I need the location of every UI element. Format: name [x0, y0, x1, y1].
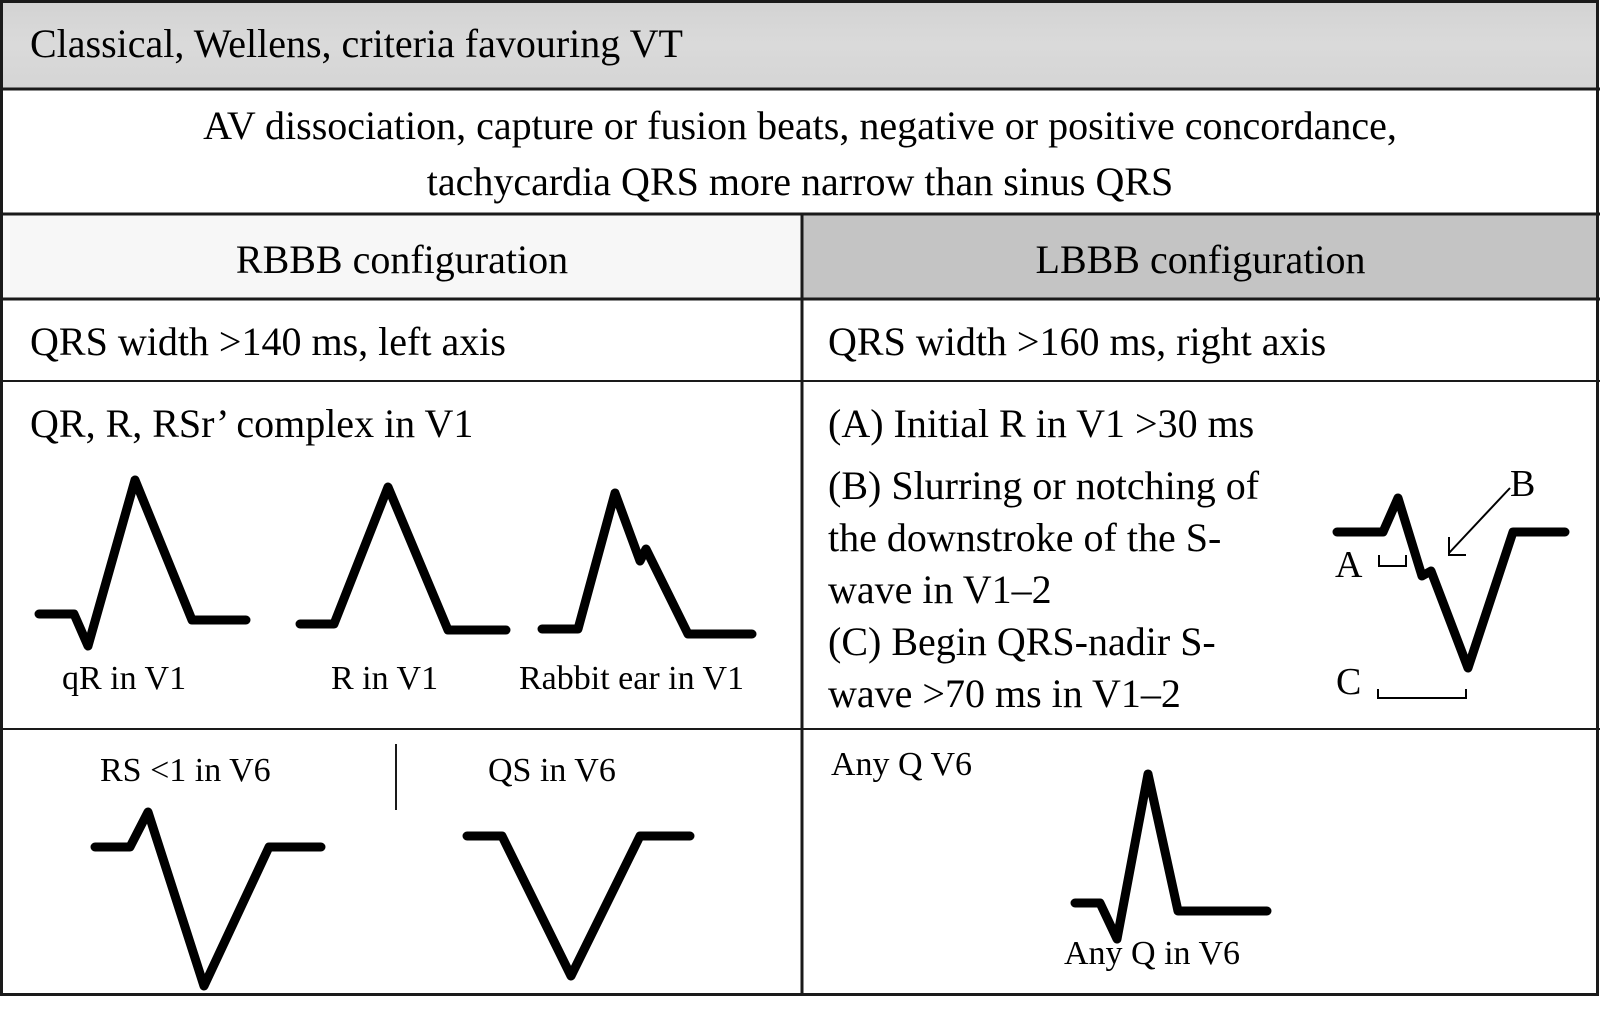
qr-waveform-label: qR in V1: [62, 660, 187, 697]
rbbb-qrs-width: QRS width >140 ms, left axis: [30, 319, 506, 364]
lbbb-criterion-b-line-3: wave in V1–2: [828, 567, 1052, 612]
general-criteria-text: AV dissociation, capture or fusion beats…: [0, 98, 1600, 210]
r-waveform-icon: [295, 482, 511, 635]
qr-waveform-icon: [34, 475, 251, 651]
qs-waveform-icon: [462, 831, 695, 981]
lbbb-criterion-b-line-2: the downstroke of the S-: [828, 515, 1222, 560]
general-criteria-line-2: tachycardia QRS more narrow than sinus Q…: [426, 159, 1174, 204]
rabbit-ear-waveform-icon: [537, 488, 757, 639]
lbbb-v1-waveform-icon: [1332, 493, 1570, 673]
arrow-b-icon: [1448, 487, 1511, 554]
any-q-waveform-label: Any Q in V6: [1064, 935, 1240, 972]
bracket-a-icon: [1378, 555, 1407, 567]
rs-waveform-icon: [90, 807, 326, 991]
table-title: Classical, Wellens, criteria favouring V…: [30, 21, 683, 66]
label-a: A: [1335, 544, 1363, 586]
bracket-c-icon: [1377, 689, 1467, 699]
lbbb-criterion-c-line-2: wave >70 ms in V1–2: [828, 671, 1181, 716]
lbbb-header: LBBB configuration: [1035, 237, 1366, 282]
lbbb-criterion-b-line-1: (B) Slurring or notching of: [828, 463, 1260, 508]
rabbit-ear-waveform-label: Rabbit ear in V1: [519, 660, 745, 697]
label-b: B: [1510, 463, 1536, 505]
lbbb-qrs-width: QRS width >160 ms, right axis: [828, 319, 1327, 364]
qs-waveform-label: QS in V6: [488, 752, 616, 789]
rs-waveform-label: RS <1 in V6: [100, 752, 271, 789]
lbbb-criterion-c-line-1: (C) Begin QRS-nadir S-: [828, 619, 1216, 664]
r-waveform-label: R in V1: [331, 660, 439, 697]
any-q-waveform-icon: [1070, 769, 1272, 944]
general-criteria-line-1: AV dissociation, capture or fusion beats…: [203, 103, 1397, 148]
rbbb-header: RBBB configuration: [235, 237, 569, 282]
table-title-row: [2, 2, 1598, 88]
rbbb-header-cell: [3, 215, 801, 298]
label-c: C: [1336, 661, 1362, 703]
lbbb-v6-criterion: Any Q V6: [831, 746, 973, 783]
lbbb-header-cell: [803, 215, 1598, 298]
lbbb-criterion-a: (A) Initial R in V1 >30 ms: [828, 401, 1255, 446]
lbbb-annotations: [1377, 487, 1511, 699]
table-grid: [0, 0, 1600, 996]
rbbb-v1-criterion: QR, R, RSr’ complex in V1: [30, 401, 474, 446]
